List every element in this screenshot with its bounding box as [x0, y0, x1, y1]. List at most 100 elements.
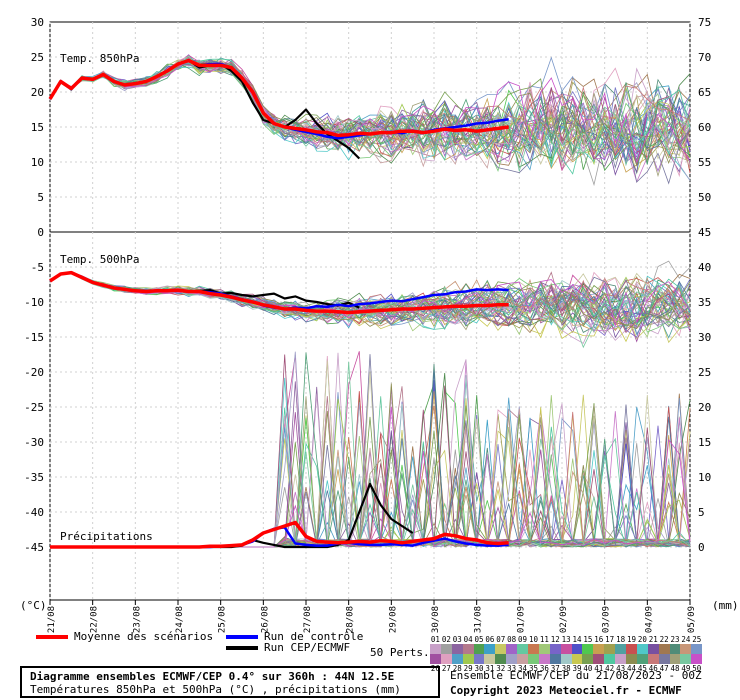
pert-color — [451, 654, 463, 664]
legend-control-label: Run de contrôle — [264, 630, 364, 643]
pert-number: 41 — [594, 664, 604, 673]
left-tick-label: -30 — [24, 436, 44, 449]
pert-number: 31 — [485, 664, 495, 673]
right-unit: (mm) — [712, 599, 739, 612]
pert-number: 34 — [518, 664, 528, 673]
pert-color — [604, 654, 616, 664]
pert-line-precip — [50, 386, 691, 548]
left-tick-label: 0 — [37, 226, 44, 239]
footer-title: Diagramme ensembles ECMWF/CEP 0.4° sur 3… — [30, 670, 395, 683]
pert-number: 49 — [681, 664, 691, 673]
legend-cep-label: Run CEP/ECMWF — [264, 641, 351, 654]
left-tick-label: 20 — [31, 86, 44, 99]
date-label: 03/09 — [602, 606, 612, 633]
pert-number: 47 — [659, 664, 669, 673]
pert-numbers-top: 01 02 03 04 05 06 07 08 09 10 11 12 13 14 15 16 17 18 19 20… — [430, 635, 704, 644]
left-tick-label: 10 — [31, 156, 44, 169]
perturbations-label: 50 Perts. — [370, 646, 430, 659]
pert-number: 35 — [528, 664, 538, 673]
pert-number: 16 — [594, 635, 604, 644]
right-tick-label: 65 — [698, 86, 711, 99]
pert-color — [582, 654, 594, 664]
pert-number: 33 — [507, 664, 517, 673]
date-label: 24/08 — [175, 606, 185, 633]
date-label: 31/08 — [474, 606, 484, 633]
series-500-0 — [49, 270, 509, 315]
left-tick-label: 30 — [31, 16, 44, 29]
left-tick-label: 5 — [37, 191, 44, 204]
left-tick-label: -5 — [31, 261, 44, 274]
pert-color — [462, 644, 474, 654]
pert-color — [430, 654, 441, 664]
panel-label-850: Temp. 850hPa — [60, 52, 139, 65]
pert-color — [560, 654, 572, 664]
ensemble-info: Ensemble ECMWF/CEP du 21/08/2023 - 00Z — [450, 669, 702, 682]
date-label: 29/08 — [388, 606, 398, 633]
pert-color — [538, 644, 550, 654]
pert-color — [582, 644, 594, 654]
pert-number: 25 — [692, 635, 702, 644]
pert-color — [636, 644, 648, 654]
pert-color — [495, 644, 507, 654]
perturbation-lines — [49, 54, 691, 548]
pert-color — [506, 654, 518, 664]
pert-number: 24 — [681, 635, 691, 644]
pert-number: 30 — [474, 664, 484, 673]
pert-color — [430, 644, 441, 654]
pert-line-precip — [50, 363, 691, 548]
pert-color — [571, 654, 583, 664]
pert-color — [636, 654, 648, 664]
right-tick-label: 35 — [698, 296, 711, 309]
right-tick-label: 30 — [698, 331, 711, 344]
right-tick-label: 50 — [698, 191, 711, 204]
pert-number: 36 — [539, 664, 549, 673]
legend-control-swatch — [226, 635, 258, 639]
pert-line-precip — [50, 372, 691, 548]
pert-number: 10 — [528, 635, 538, 644]
pert-numbers-bottom: 26 27 28 29 30 31 32 33 34 35 36 37 38 39 40 41 42 43 44 45… — [430, 664, 704, 673]
pert-color — [680, 654, 692, 664]
pert-color — [440, 644, 452, 654]
left-tick-label: -25 — [24, 401, 44, 414]
pert-number: 06 — [485, 635, 495, 644]
series-850-0 — [48, 58, 509, 138]
date-label: 04/09 — [644, 606, 654, 633]
date-label: 23/08 — [132, 606, 142, 633]
legend-mean-swatch — [36, 635, 68, 639]
pert-line-precip — [50, 370, 691, 548]
pert-number: 14 — [572, 635, 582, 644]
pert-color — [451, 644, 463, 654]
pert-color — [615, 644, 627, 654]
footer-box: Diagramme ensembles ECMWF/CEP 0.4° sur 3… — [20, 666, 440, 698]
left-unit: (°C) — [20, 599, 47, 612]
right-tick-label: 0 — [698, 541, 705, 554]
right-tick-label: 15 — [698, 436, 711, 449]
pert-colors-bottom — [430, 654, 704, 664]
pert-number: 17 — [605, 635, 615, 644]
right-tick-label: 75 — [698, 16, 711, 29]
pert-line-precip — [50, 374, 691, 548]
pert-color — [484, 654, 496, 664]
pert-line-precip — [50, 391, 691, 548]
pert-color — [517, 654, 529, 664]
pert-number: 39 — [572, 664, 582, 673]
date-label: 30/08 — [431, 606, 441, 633]
pert-number: 21 — [648, 635, 658, 644]
pert-color — [440, 654, 452, 664]
pert-number: 15 — [583, 635, 593, 644]
pert-color — [506, 644, 518, 654]
left-tick-label: -45 — [24, 541, 44, 554]
pert-line-850 — [49, 55, 691, 172]
pert-number: 26 — [430, 664, 440, 673]
pert-line-precip — [50, 389, 691, 548]
date-label: 01/09 — [516, 606, 526, 633]
pert-color — [691, 644, 703, 654]
pert-line-500 — [49, 273, 691, 329]
pert-number: 28 — [452, 664, 462, 673]
left-tick-label: -10 — [24, 296, 44, 309]
pert-color — [647, 654, 659, 664]
pert-color — [593, 644, 605, 654]
pert-color — [658, 644, 670, 654]
pert-color — [593, 654, 605, 664]
pert-number: 05 — [474, 635, 484, 644]
